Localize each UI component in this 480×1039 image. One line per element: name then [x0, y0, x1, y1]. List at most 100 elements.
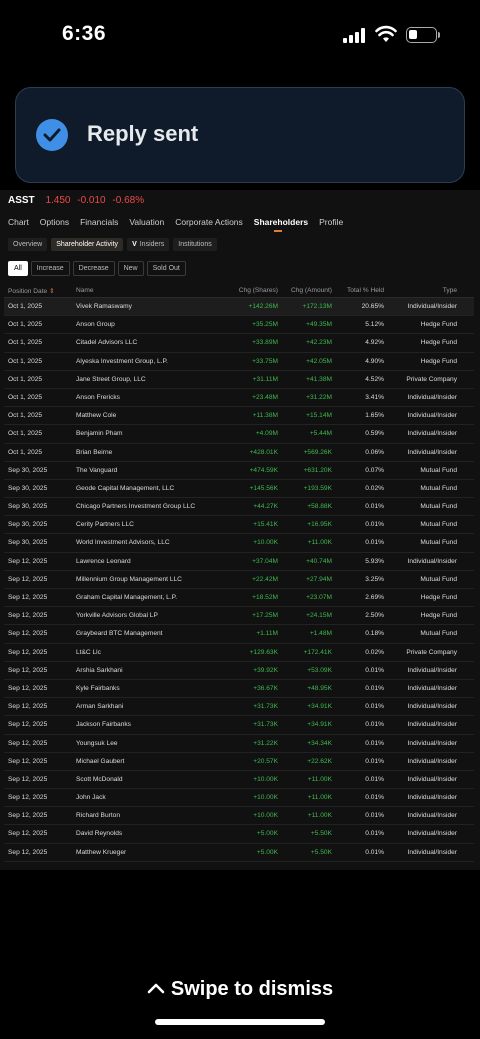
cell-date: Sep 30, 2025	[8, 466, 48, 474]
cell-chg-shares: +39.92K	[253, 666, 278, 674]
col-chg-shares[interactable]: Chg (Shares)	[238, 287, 278, 294]
col-name[interactable]: Name	[76, 287, 94, 294]
col-total-held[interactable]: Total % Held	[346, 287, 384, 294]
tab-profile[interactable]: Profile	[319, 217, 344, 227]
main-tabs: Chart Options Financials Valuation Corpo…	[8, 217, 354, 232]
cell-chg-amount: +40.74M	[306, 557, 332, 565]
cell-total-held: 3.41%	[365, 393, 384, 401]
table-row[interactable]: Sep 12, 2025 Richard Burton +10.00K +11.00K…	[4, 807, 474, 826]
tab-chart[interactable]: Chart	[8, 217, 29, 227]
cell-chg-shares: +18.52M	[252, 594, 278, 601]
wifi-icon	[375, 25, 397, 42]
cell-name: Jane Street Group, LLC	[76, 375, 146, 383]
tab-shareholders[interactable]: Shareholders	[254, 217, 308, 232]
swipe-to-dismiss[interactable]: Swipe to dismiss	[0, 978, 480, 1001]
tab-financials[interactable]: Financials	[80, 217, 119, 227]
table-row[interactable]: Oct 1, 2025 Benjamin Pham +4.09M +5.44M 0.59…	[4, 425, 474, 444]
table-row[interactable]: Sep 30, 2025 The Vanguard +474.59K +631.20K…	[4, 462, 474, 480]
cell-total-held: 4.92%	[365, 339, 384, 347]
table-row[interactable]: Oct 1, 2025 Matthew Cole +11.38M +15.14M 1.6…	[4, 407, 474, 426]
subtab-institutions[interactable]: Institutions	[173, 238, 217, 251]
tab-corporate-actions[interactable]: Corporate Actions	[175, 217, 243, 227]
table-row[interactable]: Sep 30, 2025 Cerity Partners LLC +15.41K +1…	[4, 516, 474, 535]
table-row[interactable]: Oct 1, 2025 Alyeska Investment Group, L.P…	[4, 353, 474, 371]
cell-chg-amount: +172.13M	[302, 303, 332, 310]
col-type[interactable]: Type	[442, 287, 457, 294]
table-row[interactable]: Oct 1, 2025 Anson Group +35.25M +49.35M 5.12…	[4, 316, 474, 335]
cell-chg-shares: +44.27K	[253, 503, 278, 511]
table-row[interactable]: Sep 12, 2025 Lt&C Llc +129.63K +172.41K 0.02…	[4, 644, 474, 662]
table-row[interactable]: Oct 1, 2025 Anson Frericks +23.48M +31.22M 3…	[4, 389, 474, 408]
shareholders-screenshot: ASST 1.450 -0.010 -0.68% Chart Options F…	[0, 190, 480, 870]
subtab-insiders[interactable]: V Insiders	[127, 238, 170, 251]
cell-date: Sep 12, 2025	[8, 648, 48, 656]
cell-chg-shares: +22.42M	[252, 575, 278, 583]
cell-type: Individual/Insider	[407, 721, 457, 729]
filter-new[interactable]: New	[117, 261, 144, 276]
col-position-date-label: Position Date	[8, 288, 48, 295]
cell-name: Jackson Fairbanks	[76, 721, 131, 729]
cell-date: Sep 12, 2025	[8, 721, 48, 729]
table-row[interactable]: Oct 1, 2025 Citadel Advisors LLC +33.89M +4…	[4, 334, 474, 353]
filter-increase[interactable]: Increase	[30, 261, 70, 276]
cell-date: Oct 1, 2025	[8, 430, 43, 438]
table-row[interactable]: Sep 30, 2025 World Investment Advisors, L…	[4, 534, 474, 553]
cell-chg-amount: +172.41K	[303, 648, 332, 656]
filter-decrease[interactable]: Decrease	[72, 261, 115, 276]
table-row[interactable]: Sep 12, 2025 Lawrence Leonard +37.04M +40.7…	[4, 553, 474, 571]
table-row[interactable]: Sep 12, 2025 Graybeard BTC Management +1.1…	[4, 625, 474, 644]
table-row[interactable]: Sep 12, 2025 Kyle Fairbanks +36.67K +48.95K…	[4, 680, 474, 699]
cell-name: Millennium Group Management LLC	[76, 575, 182, 583]
cell-name: World Investment Advisors, LLC	[76, 539, 170, 547]
tab-valuation[interactable]: Valuation	[129, 217, 165, 227]
cell-chg-amount: +11.00K	[307, 812, 332, 820]
table-row[interactable]: Sep 12, 2025 David Reynolds +5.00K +5.50K 0.…	[4, 825, 474, 844]
table-row[interactable]: Sep 12, 2025 Arshia Sarkhani +39.92K +53.09…	[4, 662, 474, 680]
cell-date: Sep 12, 2025	[8, 812, 48, 820]
cell-type: Individual/Insider	[407, 393, 457, 401]
battery-tip	[438, 32, 440, 38]
table-row[interactable]: Sep 12, 2025 Jackson Fairbanks +31.73K +34.…	[4, 716, 474, 735]
table-row[interactable]: Oct 1, 2025 Brian Beirne +428.01K +569.26K 0…	[4, 444, 474, 462]
cell-chg-amount: +1.48M	[309, 630, 332, 638]
table-row[interactable]: Sep 12, 2025 Graham Capital Management, L…	[4, 589, 474, 608]
table-row[interactable]: Sep 30, 2025 Geode Capital Management, LL…	[4, 480, 474, 499]
cell-date: Sep 30, 2025	[8, 503, 48, 511]
col-position-date[interactable]: Position Date ⇕	[8, 287, 55, 295]
cell-name: Youngsuk Lee	[76, 739, 118, 747]
cell-name: The Vanguard	[76, 466, 118, 474]
table-row[interactable]: Sep 12, 2025 John Jack +10.00K +11.00K 0.01%…	[4, 789, 474, 808]
table-row[interactable]: Sep 12, 2025 Arman Sarkhani +31.73K +34.91K…	[4, 698, 474, 717]
home-indicator[interactable]	[155, 1019, 325, 1025]
filter-all[interactable]: All	[8, 261, 28, 276]
cell-type: Individual/Insider	[407, 430, 457, 438]
table-row[interactable]: Sep 12, 2025 Michael Gaubert +20.57K +22.62…	[4, 753, 474, 771]
table-row[interactable]: Sep 12, 2025 Youngsuk Lee +31.22K +34.34K 0.…	[4, 735, 474, 753]
reply-sent-toast[interactable]: Reply sent	[15, 87, 465, 183]
cell-name: Vivek Ramaswamy	[76, 303, 132, 310]
table-row[interactable]: Sep 12, 2025 Scott McDonald +10.00K +11.00K…	[4, 771, 474, 790]
table-row[interactable]: Oct 1, 2025 Jane Street Group, LLC +31.11M…	[4, 371, 474, 389]
cell-chg-shares: +10.00K	[253, 775, 278, 783]
table-row[interactable]: Sep 30, 2025 Chicago Partners Investment …	[4, 498, 474, 517]
cell-chg-shares: +36.67K	[253, 684, 278, 692]
tab-options[interactable]: Options	[39, 217, 70, 227]
table-row[interactable]: Sep 12, 2025 Millennium Group Management …	[4, 571, 474, 589]
cell-date: Sep 12, 2025	[8, 848, 48, 856]
table-row[interactable]: Oct 1, 2025 Vivek Ramaswamy +142.26M +172.1…	[4, 298, 474, 317]
col-chg-amount[interactable]: Chg (Amount)	[290, 287, 332, 294]
cell-chg-amount: +34.91K	[307, 721, 332, 729]
cell-chg-shares: +37.04M	[252, 557, 278, 565]
table-row[interactable]: Sep 12, 2025 Yorkville Advisors Global LP…	[4, 607, 474, 626]
cell-name: Benjamin Pham	[76, 430, 123, 438]
subtab-overview[interactable]: Overview	[8, 238, 48, 251]
cell-total-held: 0.06%	[365, 448, 384, 456]
filter-sold-out[interactable]: Sold Out	[146, 261, 186, 276]
cell-chg-shares: +31.22K	[253, 739, 278, 747]
cell-total-held: 0.01%	[365, 503, 384, 511]
cell-chg-amount: +48.95K	[307, 684, 332, 692]
table-row[interactable]: Sep 12, 2025 Matthew Krueger +5.00K +5.50K 0…	[4, 844, 474, 862]
cell-total-held: 5.93%	[365, 557, 384, 565]
subtab-shareholder-activity[interactable]: Shareholder Activity	[51, 238, 124, 251]
cell-total-held: 0.02%	[365, 484, 384, 492]
